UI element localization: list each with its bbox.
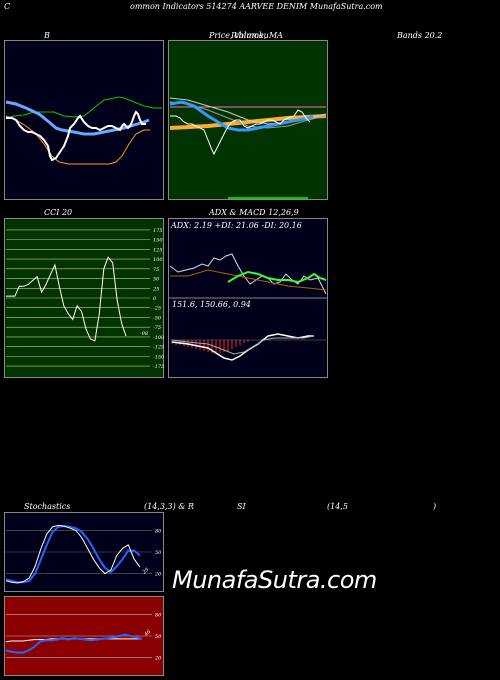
stochastics-panel: 80 50 20 29 bbox=[4, 512, 164, 592]
stoch-title-a: Stochastics bbox=[24, 502, 71, 511]
y-tick-label: 50 bbox=[153, 277, 160, 283]
adx-label: ADX: 2.19 +DI: 21.06 -DI: 20.16 bbox=[170, 221, 302, 230]
price-title-c: Volume, MA bbox=[234, 31, 283, 40]
y-tick-label: 125 bbox=[153, 247, 163, 253]
stoch-value-label: 29 bbox=[141, 566, 151, 576]
y-tick-label: 25 bbox=[152, 286, 159, 292]
y-tick-label: 50 bbox=[155, 634, 162, 640]
price-title-a: Price, bbox=[209, 31, 233, 40]
bands-title: Bands 20.2 bbox=[397, 31, 443, 40]
cci-panel: 175 150 125 100 75 50 25 0 -25 -50 -75 -100 -125 -150… bbox=[4, 218, 164, 378]
stoch-title-d: (14,5 bbox=[327, 502, 348, 511]
price-ichimoku-panel bbox=[168, 40, 328, 200]
plus-di-line bbox=[170, 269, 327, 291]
stoch-d-line bbox=[5, 525, 141, 584]
y-tick-label: -150 bbox=[153, 354, 164, 360]
rsi-value-label: 46 bbox=[143, 628, 153, 638]
macd-signal-line bbox=[171, 335, 315, 355]
y-tick-label: -50 bbox=[153, 315, 162, 321]
y-tick-label: -100 bbox=[153, 335, 164, 341]
ichimoku-ma-line bbox=[169, 100, 314, 132]
header-title: ommon Indicators 514274 AARVEE DENIM Mun… bbox=[130, 2, 383, 11]
y-tick-label: 20 bbox=[154, 572, 162, 578]
rsi-line bbox=[5, 633, 143, 654]
minus-di-line bbox=[227, 270, 327, 284]
watermark: MunafaSutra.com bbox=[172, 566, 377, 594]
bollinger-price-line bbox=[6, 110, 146, 162]
y-tick-label: 80 bbox=[155, 612, 162, 618]
bollinger-panel bbox=[4, 40, 164, 200]
y-tick-label: 80 bbox=[155, 528, 162, 534]
stoch-k-line bbox=[5, 524, 141, 584]
stoch-title-e: ) bbox=[433, 502, 437, 511]
y-tick-label: -75 bbox=[153, 325, 161, 331]
y-tick-label: 175 bbox=[153, 228, 163, 234]
adx-macd-panel: ADX: 2.19 +DI: 21.06 -DI: 20.16 151.6, 1… bbox=[168, 218, 328, 378]
stoch-title-c: SI bbox=[237, 502, 246, 511]
y-tick-label: 150 bbox=[153, 238, 163, 244]
y-tick-label: 50 bbox=[155, 550, 162, 556]
rsi-panel: 80 50 20 46 bbox=[4, 596, 164, 676]
cci-title: CCI 20 bbox=[44, 208, 73, 217]
macd-label: 151.6, 150.66, 0.94 bbox=[172, 300, 251, 309]
adx-macd-title: ADX & MACD 12,26,9 bbox=[209, 208, 299, 217]
price-line bbox=[170, 109, 311, 156]
stoch-title-b: (14,3,3) & R bbox=[144, 502, 194, 511]
cci-value-label: -98 bbox=[140, 331, 148, 337]
y-tick-label: -175 bbox=[153, 364, 164, 370]
y-tick-label: 75 bbox=[153, 267, 159, 273]
y-tick-label: -125 bbox=[153, 345, 164, 351]
volume-ma-band bbox=[169, 114, 327, 130]
header-left: C bbox=[4, 2, 11, 11]
y-tick-label: 0 bbox=[153, 296, 157, 302]
price-title-b: Ichimoku bbox=[231, 31, 269, 40]
cci-line bbox=[6, 256, 127, 342]
y-tick-label: 20 bbox=[154, 656, 162, 662]
y-tick-label: 100 bbox=[153, 257, 163, 263]
y-tick-label: -25 bbox=[153, 306, 161, 312]
adx-line bbox=[169, 253, 327, 295]
bollinger-title: B bbox=[44, 31, 50, 40]
